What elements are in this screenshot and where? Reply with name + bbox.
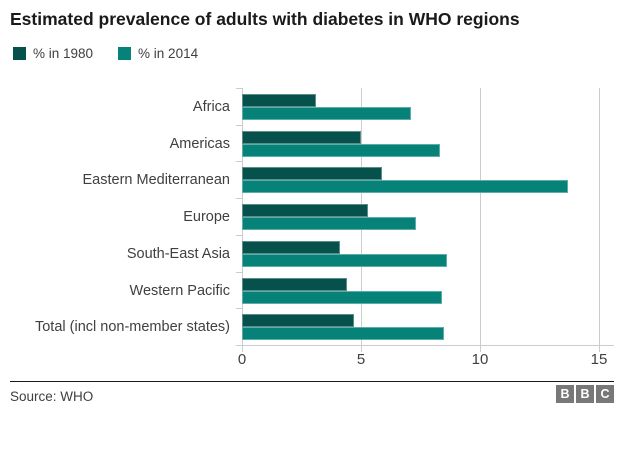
x-axis-tick-label: 10 xyxy=(471,351,489,368)
bar xyxy=(242,291,442,304)
bar xyxy=(242,204,368,217)
footer-divider xyxy=(10,381,614,382)
x-axis-tick-label: 15 xyxy=(590,351,608,368)
legend-swatch-icon xyxy=(118,47,132,60)
legend-item: % in 2014 xyxy=(118,46,198,61)
x-axis-tick xyxy=(242,346,243,352)
category-label: Eastern Mediterranean xyxy=(82,172,231,188)
bar xyxy=(242,167,382,180)
bar xyxy=(242,254,447,267)
bar xyxy=(242,278,347,291)
legend-label: % in 1980 xyxy=(33,46,94,61)
legend-swatch-icon xyxy=(13,47,26,60)
category-label: Africa xyxy=(192,99,230,115)
bar xyxy=(242,131,361,144)
bar-group xyxy=(242,94,411,120)
bar xyxy=(242,217,416,230)
x-axis-tick xyxy=(599,346,600,352)
gridline xyxy=(599,88,600,345)
bar xyxy=(242,327,444,340)
y-axis-tick xyxy=(236,345,242,346)
y-axis-tick xyxy=(236,125,242,126)
legend-item: % in 1980 xyxy=(13,46,93,61)
y-axis-tick xyxy=(236,88,242,89)
bar-group xyxy=(242,278,442,304)
category-axis: Africa Americas Eastern Mediterranean Europ… xyxy=(0,88,230,345)
category-label: Americas xyxy=(169,136,230,152)
bar xyxy=(242,314,354,327)
bar-chart-plot xyxy=(242,88,614,346)
y-axis-tick xyxy=(236,198,242,199)
bar-group xyxy=(242,314,444,340)
category-label: South-East Asia xyxy=(126,246,230,262)
y-axis-tick xyxy=(236,161,242,162)
y-axis-tick xyxy=(236,235,242,236)
bbc-logo-block: B xyxy=(556,385,574,403)
category-label: Europe xyxy=(183,209,230,225)
gridline xyxy=(480,88,481,345)
bar-group xyxy=(242,131,440,157)
bar-group xyxy=(242,167,568,193)
x-axis-tick-label: 5 xyxy=(356,351,366,368)
legend-label: % in 2014 xyxy=(138,46,199,61)
bar xyxy=(242,144,440,157)
category-label: Western Pacific xyxy=(129,283,230,299)
page-title: Estimated prevalence of adults with diab… xyxy=(10,9,520,29)
bar xyxy=(242,241,340,254)
x-axis-tick xyxy=(480,346,481,352)
bar xyxy=(242,107,411,120)
y-axis-tick xyxy=(236,308,242,309)
bar-group xyxy=(242,241,447,267)
source-text: Source: WHO xyxy=(10,389,94,404)
legend: % in 1980 % in 2014 xyxy=(13,46,198,61)
y-axis-tick xyxy=(236,272,242,273)
x-axis-tick xyxy=(361,346,362,352)
bbc-logo-block: C xyxy=(596,385,614,403)
bar-group xyxy=(242,204,416,230)
x-axis-tick-label: 0 xyxy=(237,351,247,368)
bar xyxy=(242,180,568,193)
category-label: Total (incl non-member states) xyxy=(34,319,230,335)
bbc-logo-block: B xyxy=(576,385,594,403)
bar xyxy=(242,94,316,107)
